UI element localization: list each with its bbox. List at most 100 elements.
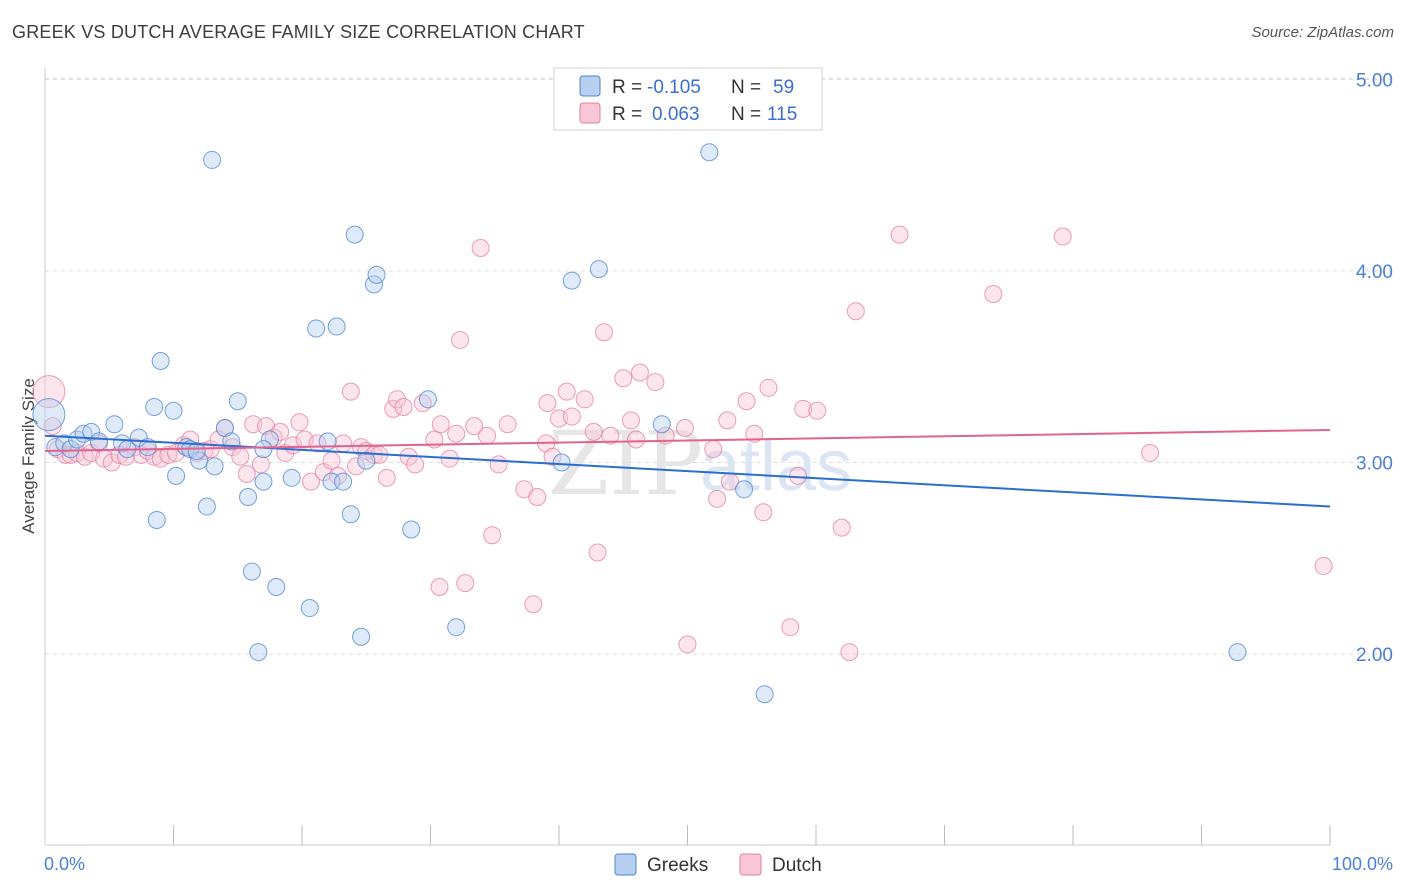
tick-labels: 2.00 3.00 4.00 5.00 0.0% 100.0% <box>44 71 1393 875</box>
point-greeks-38 <box>327 317 346 336</box>
point-greeks-16 <box>164 401 183 420</box>
point-dutch-98 <box>745 424 764 443</box>
point-dutch-64 <box>456 574 475 593</box>
point-dutch-65 <box>465 417 484 436</box>
point-dutch-88 <box>630 363 649 382</box>
point-dutch-82 <box>588 543 607 562</box>
point-dutch-94 <box>708 489 727 508</box>
point-dutch-66 <box>471 239 490 258</box>
point-dutch-45 <box>341 382 360 401</box>
point-greeks-52 <box>652 415 671 434</box>
trend-lines <box>44 428 1331 508</box>
point-dutch-63 <box>451 330 470 349</box>
point-dutch-86 <box>621 411 640 430</box>
point-dutch-101 <box>781 618 800 637</box>
point-greeks-58 <box>187 442 206 461</box>
point-dutch-76 <box>543 447 562 466</box>
y-tick-label-1: 3.00 <box>1356 454 1393 475</box>
point-dutch-72 <box>524 595 543 614</box>
point-greeks-23 <box>205 457 224 476</box>
point-dutch-95 <box>718 411 737 430</box>
point-dutch-37 <box>290 413 309 432</box>
stats-dutch-n-value: 115 <box>767 104 797 125</box>
point-dutch-42 <box>322 451 341 470</box>
point-dutch-51 <box>377 468 396 487</box>
legend-label-dutch: Dutch <box>772 855 822 876</box>
point-dutch-107 <box>846 302 865 321</box>
point-greeks-0 <box>32 398 66 432</box>
point-greeks-12 <box>138 438 157 457</box>
point-dutch-69 <box>489 455 508 474</box>
point-greeks-29 <box>249 643 268 662</box>
point-dutch-23 <box>195 442 214 461</box>
point-dutch-110 <box>1053 227 1072 246</box>
point-dutch-79 <box>562 407 581 426</box>
point-dutch-89 <box>646 373 665 392</box>
point-dutch-111 <box>1141 443 1160 462</box>
point-dutch-44 <box>334 434 353 453</box>
data-points <box>32 143 1333 704</box>
point-greeks-54 <box>735 480 754 499</box>
point-dutch-46 <box>346 457 365 476</box>
point-dutch-70 <box>498 415 517 434</box>
stats-dutch-r-value: 0.063 <box>652 104 700 125</box>
point-dutch-18 <box>159 445 178 464</box>
point-greeks-14 <box>147 510 166 529</box>
point-dutch-59 <box>431 415 450 434</box>
point-greeks-57 <box>254 440 273 459</box>
y-tick-label-2: 4.00 <box>1356 262 1393 283</box>
point-greeks-51 <box>589 260 608 279</box>
legend-label-greeks: Greeks <box>647 855 708 876</box>
point-dutch-99 <box>754 503 773 522</box>
stats-greeks-n-value: 59 <box>773 77 794 98</box>
y-tick-label-0: 2.00 <box>1356 645 1393 666</box>
point-greeks-48 <box>447 618 466 637</box>
point-dutch-93 <box>704 440 723 459</box>
series-legend: Greeks Dutch <box>614 853 822 876</box>
point-dutch-91 <box>675 419 694 438</box>
point-greeks-6 <box>82 422 101 441</box>
point-dutch-108 <box>890 225 909 244</box>
point-greeks-30 <box>254 472 273 491</box>
point-greeks-53 <box>700 143 719 162</box>
stats-greeks-r-label: R = <box>612 77 642 98</box>
stats-legend: R = -0.105 N = 59 R = 0.063 N = 115 <box>553 67 823 131</box>
point-dutch-60 <box>430 577 449 596</box>
point-greeks-34 <box>300 599 319 618</box>
point-greeks-7 <box>89 432 108 451</box>
point-greeks-3 <box>61 440 80 459</box>
point-dutch-87 <box>627 430 646 449</box>
point-dutch-103 <box>794 399 813 418</box>
point-dutch-53 <box>388 390 407 409</box>
point-greeks-46 <box>402 520 421 539</box>
point-greeks-43 <box>357 451 376 470</box>
point-dutch-62 <box>447 424 466 443</box>
stats-greeks-r-value: -0.105 <box>647 77 701 98</box>
point-dutch-28 <box>231 447 250 466</box>
point-greeks-50 <box>562 271 581 290</box>
legend-swatch-dutch <box>739 853 762 876</box>
point-dutch-31 <box>251 455 270 474</box>
point-greeks-33 <box>282 468 301 487</box>
point-dutch-81 <box>584 422 603 441</box>
point-greeks-28 <box>242 562 261 581</box>
x-tick-label-start: 0.0% <box>44 854 85 874</box>
point-greeks-47 <box>418 390 437 409</box>
point-dutch-100 <box>759 378 778 397</box>
point-dutch-73 <box>528 487 547 506</box>
point-greeks-42 <box>352 627 371 646</box>
point-dutch-92 <box>678 635 697 654</box>
point-dutch-0 <box>32 375 66 409</box>
stats-swatch-greeks <box>579 75 601 97</box>
legend-swatch-greeks <box>614 853 637 876</box>
point-greeks-26 <box>228 392 247 411</box>
y-axis-label: Average Family Size <box>19 378 38 534</box>
point-greeks-39 <box>334 472 353 491</box>
point-dutch-84 <box>601 426 620 445</box>
point-greeks-45 <box>367 265 386 284</box>
point-greeks-22 <box>203 150 222 169</box>
point-dutch-56 <box>406 455 425 474</box>
point-greeks-13 <box>145 397 164 416</box>
watermark-zip: ZIP <box>548 412 703 515</box>
point-dutch-109 <box>984 284 1003 303</box>
